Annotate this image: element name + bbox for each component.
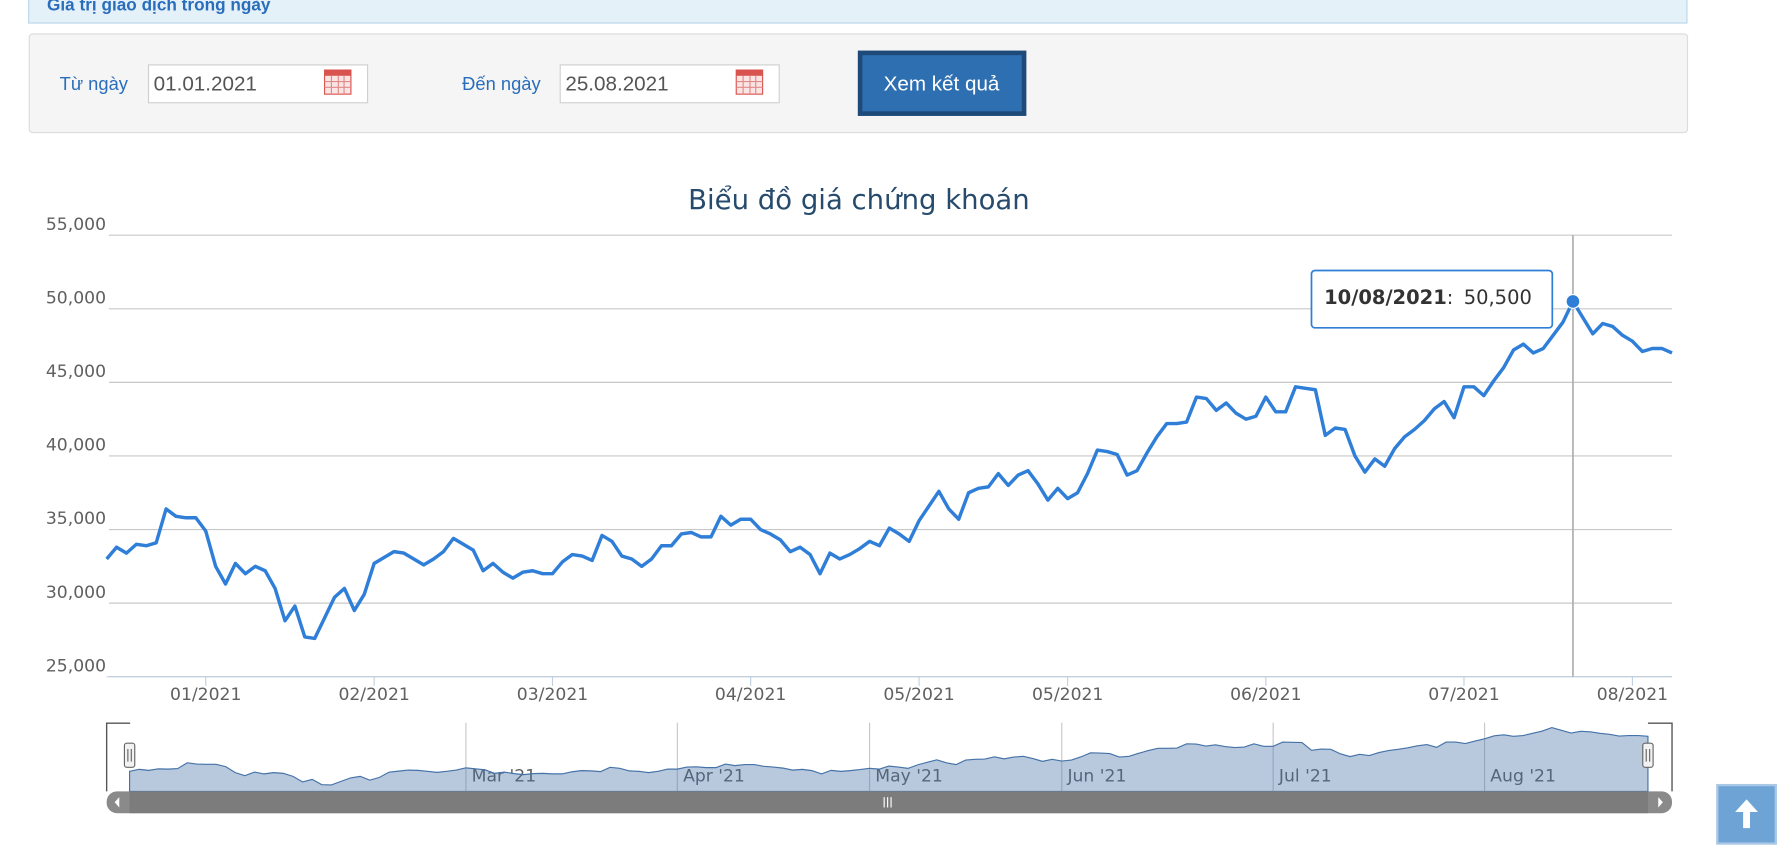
x-tick-label: 04/2021 [715,685,786,705]
y-tick-label: 25,000 [46,656,106,676]
x-tick-label: 01/2021 [170,685,241,705]
y-tick-label: 45,000 [46,362,106,382]
navigator-tick-label: Jun '21 [1066,766,1126,786]
navigator-handle[interactable] [1642,742,1654,768]
scroll-top-button[interactable] [1716,783,1777,845]
from-value: 01.01.2021 [154,72,257,95]
x-tick-label: 05/2021 [1032,685,1103,705]
y-tick-label: 35,000 [46,509,106,529]
from-label: Từ ngày [60,73,129,94]
calendar-icon[interactable] [735,69,764,95]
navigator-tick-label: Aug '21 [1490,766,1556,786]
scroll-left[interactable] [114,797,120,808]
submit-label: Xem kết quả [884,72,1000,95]
to-value: 25.08.2021 [565,72,668,95]
navigator-area [129,726,1649,792]
scrollbar-grip [883,797,892,808]
x-tick-label: 07/2021 [1428,685,1499,705]
x-tick-label: 02/2021 [338,685,409,705]
header-title: Giá trị giao dịch trong ngày [47,0,271,14]
scroll-right[interactable] [1658,797,1663,808]
x-tick-label: 03/2021 [517,685,588,705]
to-label: Đến ngày [462,73,541,94]
calendar-icon[interactable] [323,69,352,95]
hover-marker [1565,293,1581,309]
chart-title: Biểu đồ giá chứng khoán [688,184,1030,216]
navigator-tick-label: Jul '21 [1278,766,1332,786]
y-tick-label: 50,000 [46,288,106,308]
navigator-tick-label: Apr '21 [683,766,745,786]
tooltip-box [1310,269,1554,329]
navigator: Mar '21 Apr '21 May '21 Jun '21 Jul '21 Aug '… [105,722,1673,814]
navigator-tick-label: Mar '21 [472,766,537,786]
y-tick-label: 40,000 [46,436,106,456]
header-bar [28,0,1688,24]
y-tick-label: 30,000 [46,583,106,603]
y-tick-label: 55,000 [46,215,106,235]
tooltip-value: 50,500 [1464,285,1532,308]
price-line [105,299,1673,641]
navigator-handle-grip [1645,748,1651,762]
tooltip-text: 10/08/2021: 50,500 [1324,285,1532,308]
navigator-outline [105,722,1673,792]
submit-button[interactable] [857,50,1027,116]
x-tick-label: 08/2021 [1597,685,1668,705]
x-tick-label: 05/2021 [883,685,954,705]
navigator-handle[interactable] [123,742,136,768]
tooltip-date: 10/08/2021 [1324,285,1447,308]
navigator-handle-grip [127,748,132,762]
scrollbar-thumb[interactable] [129,791,1648,814]
navigator-tick-label: May '21 [875,766,943,786]
x-tick-label: 06/2021 [1230,685,1301,705]
tooltip-separator: : [1447,285,1454,308]
